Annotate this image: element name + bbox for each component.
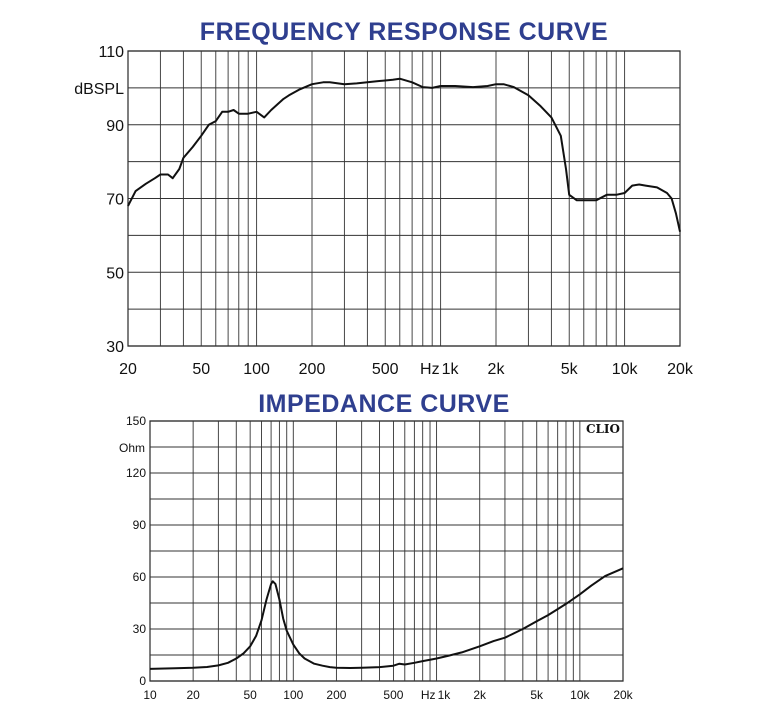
impedance-x-tick-label: 500 [383, 688, 403, 702]
frequency-response-x-ticks: 20 50 100 200 500 Hz 1k 2k 5k 10k 20k [119, 361, 694, 378]
impedance-x-tick-label: 100 [283, 688, 303, 702]
frequency-response-x-tick-label: 20k [667, 361, 694, 378]
impedance-y-tick-label: 150 [126, 414, 146, 428]
frequency-response-x-tick-label: 20 [119, 361, 137, 378]
impedance-x-tick-label: Hz [421, 688, 436, 702]
impedance-x-tick-label: 20 [186, 688, 200, 702]
frequency-response-series-line [127, 77, 681, 232]
frequency-response-x-tick-label: 10k [612, 361, 639, 378]
impedance-x-tick-label: 50 [243, 688, 257, 702]
frequency-response-x-tick-label: 5k [561, 361, 579, 378]
frequency-response-x-tick-label: 1k [442, 361, 460, 378]
impedance-title: IMPEDANCE CURVE [258, 390, 510, 418]
clio-brand-label: CLIO [586, 422, 620, 436]
impedance-x-tick-label: 20k [613, 688, 633, 702]
impedance-x-tick-label: 10k [570, 688, 590, 702]
impedance-x-tick-label: 10 [143, 688, 157, 702]
frequency-response-x-tick-label: 100 [243, 361, 270, 378]
impedance-series-line [149, 567, 624, 670]
frequency-response-x-tick-label: 2k [488, 361, 506, 378]
impedance-x-tick-label: 2k [473, 688, 487, 702]
frequency-response-x-tick-label: 50 [192, 361, 210, 378]
impedance-x-tick-label: 200 [326, 688, 346, 702]
frequency-response-grid [127, 51, 681, 346]
impedance-y-tick-label: 30 [133, 622, 147, 636]
impedance-x-tick-label: 1k [438, 688, 452, 702]
impedance-y-tick-label: 60 [133, 570, 147, 584]
frequency-response-y-tick-label: 90 [106, 118, 124, 135]
frequency-response-y-unit: dBSPL [74, 81, 124, 98]
impedance-y-tick-label: 0 [139, 674, 146, 688]
frequency-response-y-tick-label: 110 [98, 44, 124, 61]
impedance-y-tick-label: 90 [133, 518, 147, 532]
impedance-grid [149, 421, 624, 681]
impedance-y-ticks: 150 120 90 60 30 0 [126, 414, 146, 688]
frequency-response-y-tick-label: 70 [106, 192, 124, 209]
frequency-response-x-tick-label: 200 [299, 361, 326, 378]
impedance-x-ticks: 10 20 50 100 200 500 Hz 1k 2k 5k 10k 20k [143, 688, 633, 702]
frequency-response-y-tick-label: 50 [106, 265, 124, 282]
frequency-response-y-tick-label: 30 [106, 339, 124, 356]
impedance-y-unit: Ohm [119, 441, 145, 455]
impedance-x-tick-label: 5k [530, 688, 544, 702]
frequency-response-y-ticks: 110 90 70 50 30 [98, 44, 124, 356]
frequency-response-title: FREQUENCY RESPONSE CURVE [200, 18, 608, 46]
impedance-y-tick-label: 120 [126, 466, 146, 480]
frequency-response-x-tick-label: Hz [420, 361, 440, 378]
frequency-response-x-tick-label: 500 [372, 361, 399, 378]
impedance-plot: 150 120 90 60 30 0 10 20 50 100 200 500 Hz 1k 2k 5k 10k… [119, 414, 634, 702]
